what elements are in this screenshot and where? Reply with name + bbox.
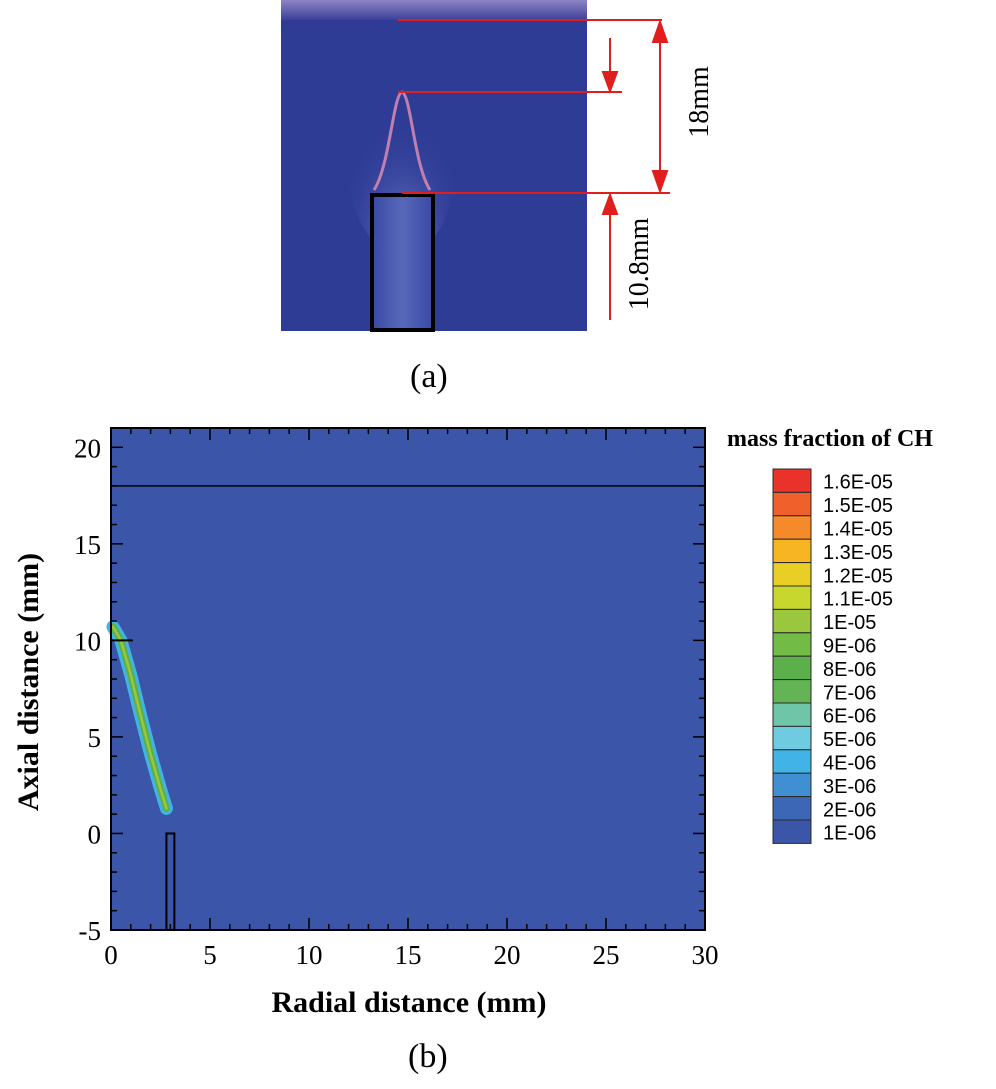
x-tick-label: 5 — [203, 940, 217, 970]
legend-swatch — [772, 562, 812, 587]
burner-tube-glow — [373, 196, 432, 329]
legend-swatch — [772, 679, 812, 704]
legend-level-label: 6E-06 — [823, 706, 876, 728]
panel-a-caption: (a) — [410, 358, 448, 395]
legend-level-label: 1.1E-05 — [823, 589, 893, 611]
y-tick-label: 0 — [88, 819, 102, 849]
burner-tube-outline — [370, 193, 435, 332]
legend-level-label: 1.3E-05 — [823, 542, 893, 564]
x-tick-label: 20 — [494, 940, 521, 970]
legend-swatch — [772, 655, 812, 681]
y-tick-label: 15 — [74, 530, 101, 560]
legend-level-label: 4E-06 — [823, 753, 876, 775]
legend-level-label: 2E-06 — [823, 799, 876, 821]
dimension-annotations — [398, 18, 670, 320]
panel-b-caption: (b) — [408, 1038, 448, 1075]
y-axis-label: Axial distance (mm) — [12, 553, 45, 811]
legend-level-label: 1E-06 — [823, 823, 876, 845]
legend-level-label: 3E-06 — [823, 776, 876, 798]
legend-swatch — [772, 796, 812, 821]
legend-swatch — [772, 585, 812, 610]
legend-swatch — [772, 772, 812, 798]
y-tick-label: -5 — [79, 916, 102, 946]
panel-a-figure: 18mm 10.8mm — [281, 0, 715, 332]
legend-level-label: 5E-06 — [823, 729, 876, 751]
dimension-label-18mm: 18mm — [684, 66, 715, 138]
legend-level-label: 8E-06 — [823, 659, 876, 681]
legend-swatch — [772, 468, 812, 493]
y-tick-label: 10 — [74, 626, 101, 656]
legend-level-label: 1.2E-05 — [823, 565, 893, 587]
legend-swatch — [772, 491, 812, 517]
legend-swatch — [772, 749, 812, 774]
legend-swatch — [772, 819, 812, 844]
legend-level-label: 1.5E-05 — [823, 495, 893, 517]
legend-swatch — [772, 515, 812, 540]
legend-level-label: 1.4E-05 — [823, 519, 893, 541]
x-tick-label: 0 — [104, 940, 118, 970]
legend-swatch — [772, 608, 812, 634]
dimension-label-10-8mm: 10.8mm — [624, 218, 655, 311]
y-tick-label: 20 — [74, 433, 101, 463]
legend-swatch — [772, 538, 812, 564]
plot-background — [111, 428, 705, 930]
x-tick-label: 25 — [593, 940, 620, 970]
x-tick-label: 15 — [395, 940, 422, 970]
legend-swatch — [772, 702, 812, 727]
legend-swatch — [772, 632, 812, 657]
legend-level-label: 1.6E-05 — [823, 472, 893, 494]
legend-level-label: 9E-06 — [823, 636, 876, 658]
y-tick-label: 5 — [88, 723, 102, 753]
legend-title: mass fraction of CH — [727, 426, 933, 452]
photo-top-strip — [281, 0, 587, 20]
x-tick-label: 30 — [692, 940, 719, 970]
legend-level-label: 7E-06 — [823, 682, 876, 704]
x-tick-label: 10 — [296, 940, 323, 970]
legend-swatch — [772, 725, 812, 751]
legend-level-label: 1E-05 — [823, 612, 876, 634]
x-axis-label: Radial distance (mm) — [272, 986, 547, 1019]
